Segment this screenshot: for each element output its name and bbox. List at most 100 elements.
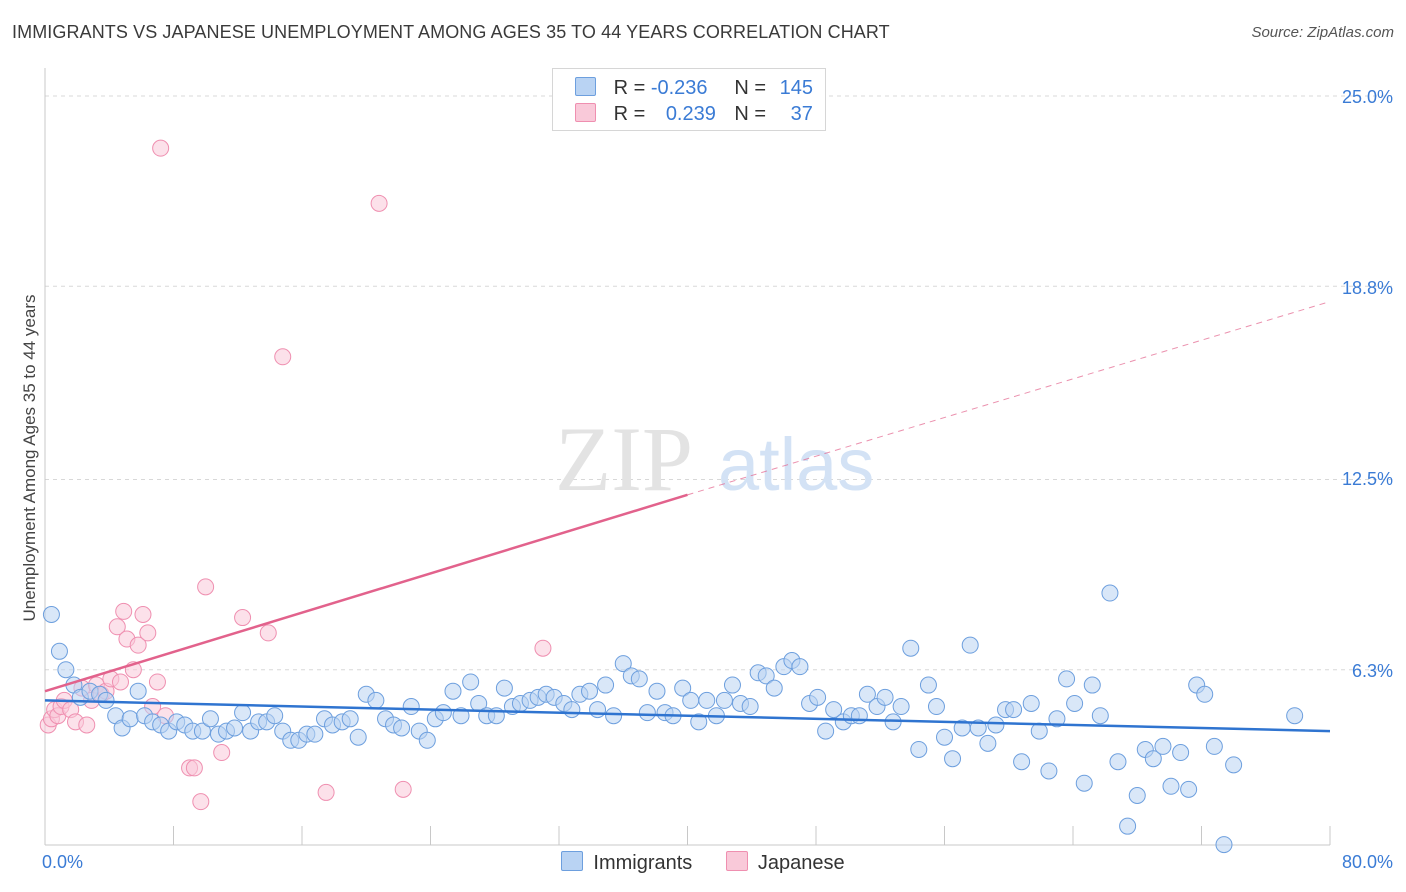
immigrants-point — [791, 658, 809, 676]
immigrants-point — [341, 710, 359, 728]
immigrants-point — [892, 698, 910, 716]
immigrants-point — [1022, 694, 1040, 712]
immigrants-point — [715, 691, 733, 709]
immigrants-point — [614, 655, 632, 673]
immigrants-point — [741, 698, 759, 716]
immigrants-point — [589, 701, 607, 719]
immigrants-point — [876, 688, 894, 706]
japanese-point — [129, 636, 147, 654]
japanese-point — [394, 780, 412, 798]
legend-n-value-immigrants: 145 — [779, 77, 813, 99]
immigrants-point — [757, 667, 775, 685]
immigrants-point — [902, 639, 920, 657]
legend-row-japanese: R = 0.239 N = 37 — [575, 103, 813, 125]
immigrants-point — [1225, 756, 1243, 774]
immigrants-point — [919, 676, 937, 694]
immigrants-point — [765, 679, 783, 697]
immigrants-point — [306, 725, 324, 743]
japanese-point — [274, 348, 292, 366]
immigrants-point — [850, 707, 868, 725]
japanese-point — [213, 744, 231, 762]
immigrants-point — [1172, 744, 1190, 762]
immigrants-point — [605, 707, 623, 725]
y-tick-6-3: 6.3% — [1351, 661, 1393, 681]
stats-legend: R = -0.236 N = 145 R = 0.239 N = 37 — [552, 68, 826, 131]
watermark-atlas: atlas — [718, 423, 874, 506]
immigrants-point — [1058, 670, 1076, 688]
japanese-swatch — [575, 103, 596, 122]
japanese-point — [317, 783, 335, 801]
immigrants-point — [402, 698, 420, 716]
immigrants-point — [979, 734, 997, 752]
grid-lines — [45, 95, 1392, 671]
x-tick-min: 0.0% — [42, 852, 84, 872]
japanese-point — [370, 194, 388, 212]
immigrants-point — [462, 673, 480, 691]
japanese-trend-extension — [687, 301, 1331, 496]
immigrants-point — [1286, 707, 1304, 725]
immigrants-point — [1109, 753, 1127, 771]
legend-row-immigrants: R = -0.236 N = 145 — [575, 77, 813, 99]
japanese-point — [108, 618, 126, 636]
immigrants-point — [50, 642, 68, 660]
immigrants-point — [581, 682, 599, 700]
immigrants-point — [97, 691, 115, 709]
watermark: ZIP atlas — [555, 408, 874, 510]
immigrants-point — [193, 722, 211, 740]
japanese-point — [148, 673, 166, 691]
immigrants-point — [266, 707, 284, 725]
legend-r-value-japanese: 0.239 — [665, 103, 716, 125]
immigrants-point — [682, 691, 700, 709]
immigrants-points — [42, 584, 1304, 854]
immigrants-point — [393, 719, 411, 737]
japanese-point — [111, 673, 129, 691]
immigrants-point — [1013, 753, 1031, 771]
immigrants-point — [1091, 707, 1109, 725]
immigrants-point — [495, 679, 513, 697]
immigrants-point — [690, 713, 708, 731]
immigrants-point — [1162, 777, 1180, 795]
immigrants-trend-line — [44, 699, 1331, 733]
immigrants-point — [698, 691, 716, 709]
legend-n-label: N = — [734, 77, 767, 99]
immigrants-point — [723, 676, 741, 694]
legend-label-japanese: Japanese — [757, 852, 845, 874]
y-tick-25: 25.0% — [1341, 87, 1393, 107]
japanese-trend-line — [44, 493, 688, 693]
immigrants-point — [57, 661, 75, 679]
immigrants-point — [1005, 701, 1023, 719]
immigrants-point — [1119, 817, 1137, 835]
immigrants-swatch — [575, 77, 596, 96]
legend-item-immigrants[interactable]: Immigrants — [561, 851, 692, 875]
immigrants-point — [1144, 750, 1162, 768]
japanese-points — [39, 139, 552, 811]
immigrants-point — [1048, 710, 1066, 728]
immigrants-point — [809, 688, 827, 706]
immigrants-point — [129, 682, 147, 700]
japanese-legend-swatch — [725, 851, 748, 871]
legend-n-value-japanese: 37 — [790, 103, 813, 125]
immigrants-point — [1196, 685, 1214, 703]
immigrants-point — [349, 728, 367, 746]
immigrants-point — [910, 740, 928, 758]
y-tick-12-5: 12.5% — [1341, 469, 1393, 489]
legend-item-japanese[interactable]: Japanese — [725, 851, 845, 875]
immigrants-point — [563, 701, 581, 719]
japanese-point — [78, 716, 96, 734]
japanese-point — [134, 605, 152, 623]
y-tick-18-8: 18.8% — [1341, 278, 1393, 298]
immigrants-point — [825, 701, 843, 719]
immigrants-point — [201, 710, 219, 728]
immigrants-point — [638, 704, 656, 722]
immigrants-point — [121, 710, 139, 728]
immigrants-point — [597, 676, 615, 694]
x-tick-max: 80.0% — [1341, 852, 1393, 872]
japanese-point — [534, 639, 552, 657]
japanese-point — [185, 759, 203, 777]
legend-label-immigrants: Immigrants — [593, 852, 693, 874]
immigrants-point — [1040, 762, 1058, 780]
source-label: Source: ZipAtlas.com — [1251, 24, 1394, 41]
immigrants-point — [444, 682, 462, 700]
immigrants-legend-swatch — [561, 851, 584, 871]
